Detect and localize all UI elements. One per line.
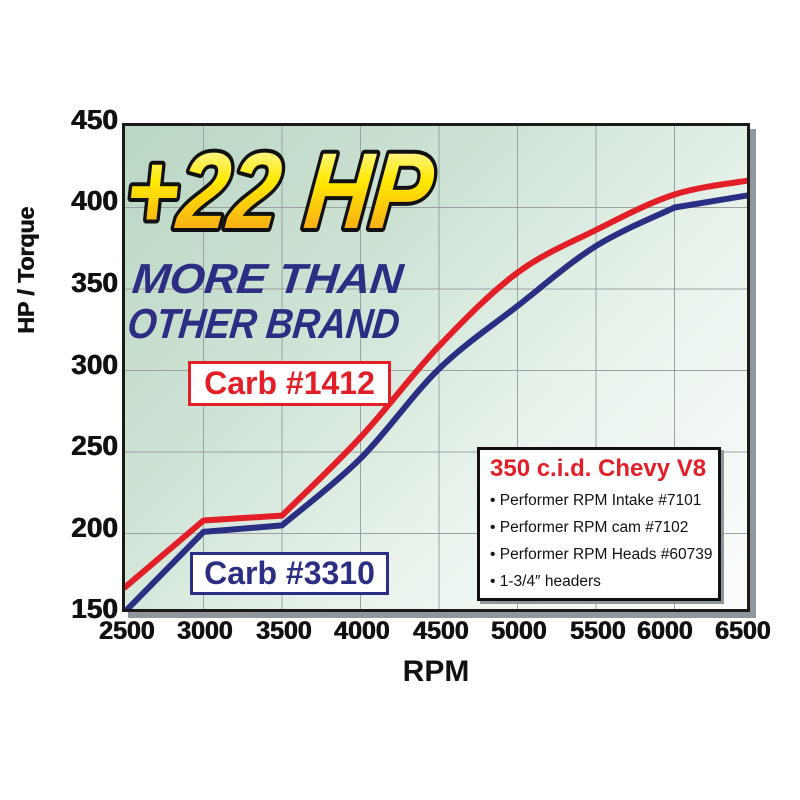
svg-text:+22 HP: +22 HP xyxy=(125,130,439,251)
